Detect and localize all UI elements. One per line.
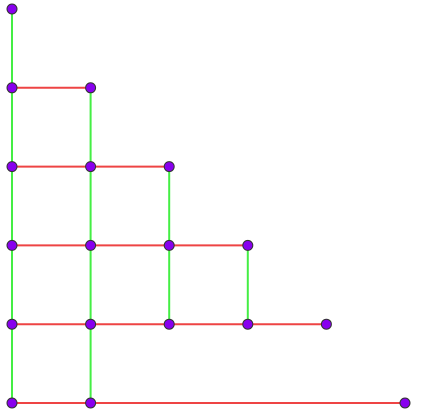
node-n-3-3 [242, 239, 254, 251]
node-n-0-3 [6, 239, 18, 251]
node-n-2-4 [163, 318, 175, 330]
node-n-0-0 [6, 3, 18, 15]
node-n-0-5 [6, 397, 18, 409]
node-n-0-2 [6, 161, 18, 173]
node-n-0-1 [6, 82, 18, 94]
node-n-1-4 [85, 318, 97, 330]
node-n-1-1 [85, 82, 97, 94]
node-n-4-4 [320, 318, 332, 330]
node-n-1-3 [85, 239, 97, 251]
node-n-2-3 [163, 239, 175, 251]
vertical-edges [11, 9, 249, 403]
node-n-0-4 [6, 318, 18, 330]
node-n-2-2 [163, 161, 175, 173]
node-n-1-5 [85, 397, 97, 409]
node-n-3-4 [242, 318, 254, 330]
horizontal-edges [12, 86, 405, 404]
node-n-5-5 [399, 397, 411, 409]
nodes [6, 3, 411, 409]
node-n-1-2 [85, 161, 97, 173]
